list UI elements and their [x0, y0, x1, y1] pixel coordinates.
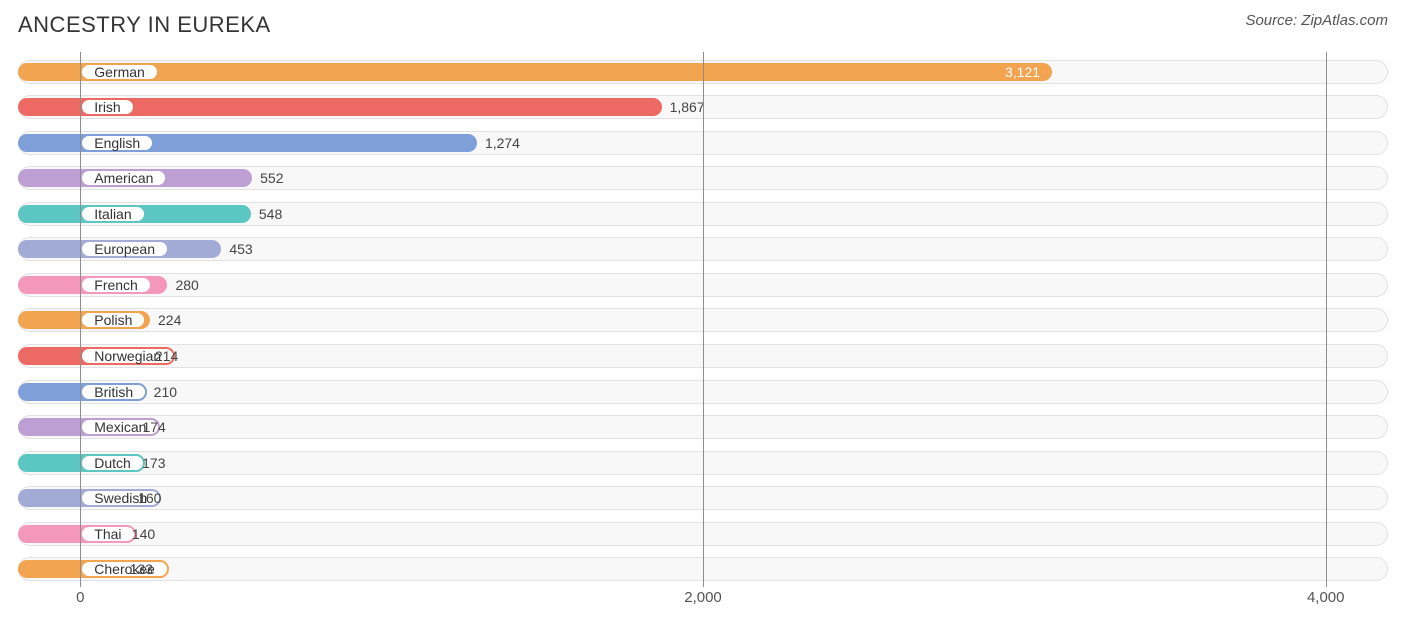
category-pill: Dutch: [80, 454, 145, 472]
gridline: [80, 52, 81, 587]
bar-value-label: 133: [130, 555, 153, 583]
chart-container: ANCESTRY IN EUREKA Source: ZipAtlas.com …: [0, 0, 1406, 644]
bar-value-label: 224: [158, 306, 181, 334]
x-axis: 0 2,000 4,000: [18, 587, 1388, 612]
category-pill: Cherokee: [80, 560, 169, 578]
x-tick-label: 2,000: [684, 589, 722, 606]
bar-value-label: 548: [259, 200, 282, 228]
bar-value-label: 210: [154, 378, 177, 406]
bar: [18, 63, 1052, 81]
bar-value-label: 1,274: [485, 129, 520, 157]
category-pill: German: [80, 63, 159, 81]
category-pill: Irish: [80, 98, 134, 116]
chart-source: Source: ZipAtlas.com: [1245, 12, 1388, 29]
gridline: [703, 52, 704, 587]
category-pill: Thai: [80, 525, 135, 543]
category-pill: European: [80, 240, 169, 258]
chart-title: ANCESTRY IN EUREKA: [18, 12, 271, 38]
bar-value-label: 552: [260, 164, 283, 192]
category-pill: American: [80, 169, 167, 187]
bar-value-label: 174: [142, 413, 165, 441]
bar-value-label: 140: [132, 520, 155, 548]
bar-value-label: 3,121: [1005, 58, 1052, 86]
chart-area: German 3,121 Irish 1,867 English 1,274 America…: [18, 52, 1388, 612]
category-pill: Polish: [80, 311, 146, 329]
bar-value-label: 1,867: [670, 93, 705, 121]
chart-plot: German 3,121 Irish 1,867 English 1,274 America…: [18, 52, 1388, 587]
gridline: [1326, 52, 1327, 587]
bar-value-label: 214: [155, 342, 178, 370]
bar-value-label: 160: [138, 484, 161, 512]
bar-value-label: 280: [175, 271, 198, 299]
category-pill: Italian: [80, 205, 145, 223]
category-pill: British: [80, 383, 147, 401]
bar-value-label: 173: [142, 449, 165, 477]
x-tick-label: 4,000: [1307, 589, 1345, 606]
category-pill: French: [80, 276, 152, 294]
bar-value-label: 453: [229, 235, 252, 263]
category-pill: English: [80, 134, 154, 152]
chart-header: ANCESTRY IN EUREKA Source: ZipAtlas.com: [18, 12, 1388, 52]
x-tick-label: 0: [76, 589, 84, 606]
